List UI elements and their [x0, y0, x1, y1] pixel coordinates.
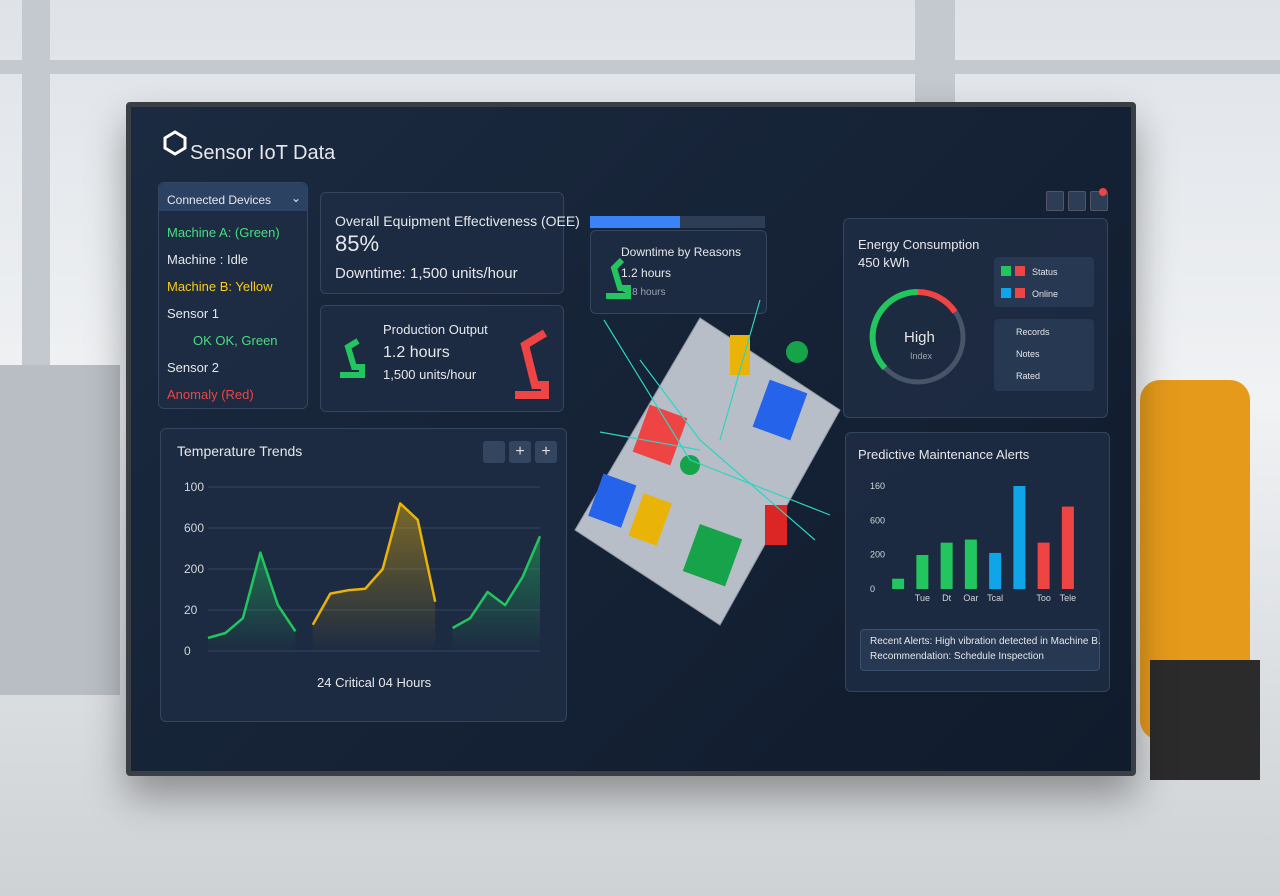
bar — [1061, 506, 1074, 589]
energy-records — [994, 319, 1094, 391]
oee-value: 85% — [335, 231, 380, 256]
x-tick-label: Tcal — [987, 593, 1003, 603]
x-tick-label: Dt — [942, 593, 951, 603]
bar — [964, 539, 977, 589]
line — [311, 502, 437, 626]
energy-legend-item: Status — [1032, 267, 1058, 277]
ceiling-beam — [0, 60, 1280, 74]
alert-box — [860, 629, 1100, 671]
zoom-in[interactable]: + — [509, 441, 531, 463]
energy-record: Rated — [1016, 371, 1041, 381]
y-tick-label: 200 — [184, 562, 204, 576]
energy-value: 450 kWh — [858, 255, 910, 270]
bar — [989, 552, 1002, 589]
x-tick-label: Tue — [915, 593, 930, 603]
robot-base — [1150, 660, 1260, 780]
device-item: Sensor 2 — [167, 360, 220, 375]
device-item: Machine A: (Green) — [167, 225, 280, 240]
production-rate: 1,500 units/hour — [383, 367, 477, 382]
device-item: OK OK, Green — [193, 333, 278, 348]
production-hours: 1.2 hours — [383, 344, 450, 361]
alert-text: Recent Alerts: High vibration detected i… — [870, 636, 1101, 647]
machine-cabinet — [0, 365, 120, 695]
temperature-card: Temperature Trends 24 Critical 04 Hours … — [160, 428, 567, 722]
line — [451, 535, 542, 630]
toolbar-button[interactable] — [1046, 191, 1064, 211]
devices-header[interactable] — [159, 183, 307, 211]
devices-title: Connected Devices — [167, 193, 272, 207]
y-tick-label: 160 — [870, 481, 885, 491]
robot-icons — [340, 257, 631, 399]
temperature-title: Temperature Trends — [177, 443, 303, 459]
legend-swatch — [1015, 288, 1025, 298]
y-tick-label: 600 — [870, 515, 885, 525]
y-tick-label: 200 — [870, 550, 885, 560]
pillar — [915, 0, 955, 110]
line — [207, 551, 297, 640]
legend-swatch — [1001, 288, 1011, 298]
line-area — [312, 503, 436, 651]
bar — [892, 578, 905, 589]
y-tick-label: 0 — [870, 584, 875, 594]
device-item: Anomaly (Red) — [167, 387, 254, 402]
legend-swatch — [1015, 266, 1025, 276]
oee-title: Overall Equipment Effectiveness (OEE) — [335, 213, 580, 229]
downtime-hours: 1.2 hours — [621, 266, 672, 280]
x-tick-label: Too — [1036, 593, 1051, 603]
energy-legend-item: Online — [1032, 289, 1059, 299]
bar — [1013, 486, 1026, 589]
temperature-x-label: 24 Critical 04 Hours — [317, 675, 432, 690]
x-tick-label: Tele — [1060, 593, 1077, 603]
energy-gauge — [869, 288, 966, 385]
bar — [940, 542, 953, 589]
energy-record: Notes — [1016, 349, 1040, 359]
y-tick-label: 0 — [184, 644, 191, 658]
progress-track — [680, 216, 765, 228]
logo — [163, 130, 187, 156]
y-tick-label: 100 — [184, 480, 204, 494]
legend-swatch — [1001, 266, 1011, 276]
downtime-note: 3. 8 hours — [621, 287, 666, 298]
energy-title: Energy Consumption — [858, 237, 980, 252]
app-title: Sensor IoT Data — [190, 142, 336, 164]
maintenance-title: Predictive Maintenance Alerts — [858, 447, 1030, 462]
add-button[interactable]: + — [535, 441, 557, 463]
device-item: Sensor 1 — [167, 306, 220, 321]
oee-downtime: Downtime: 1,500 units/hour — [335, 265, 518, 282]
device-item: Machine : Idle — [167, 252, 248, 267]
chart-tool[interactable] — [483, 441, 505, 463]
dropdown-caret[interactable]: ⌄ — [291, 191, 302, 205]
energy-legend — [994, 257, 1094, 307]
y-tick-label: 600 — [184, 521, 204, 535]
downtime-card: Downtime by Reasons 1.2 hours 3. 8 hours — [590, 230, 767, 314]
line-area — [208, 552, 296, 651]
gauge-label: High — [904, 329, 935, 346]
notification-dot — [1099, 188, 1107, 196]
line-area — [452, 536, 540, 651]
energy-record: Records — [1016, 327, 1050, 337]
downtime-title: Downtime by Reasons — [621, 245, 742, 259]
gauge-sub: Index — [910, 351, 933, 361]
device-item: Machine B: Yellow — [167, 279, 273, 294]
recommendation-text: Recommendation: Schedule Inspection — [870, 651, 1044, 662]
energy-card: Energy Consumption 450 kWh High Index St… — [843, 218, 1108, 418]
y-tick-label: 20 — [184, 603, 198, 617]
factory-floor — [574, 299, 841, 626]
x-tick-label: Oar — [963, 593, 978, 603]
production-title: Production Output — [383, 322, 488, 337]
devices-card: Connected Devices ⌄ Machine A: (Green) Ma… — [158, 182, 308, 409]
oee-card: Overall Equipment Effectiveness (OEE) 85… — [320, 192, 580, 294]
toolbar-button[interactable] — [1068, 191, 1086, 211]
progress-bar — [590, 216, 680, 228]
bar — [916, 555, 929, 589]
bar — [1037, 542, 1050, 589]
